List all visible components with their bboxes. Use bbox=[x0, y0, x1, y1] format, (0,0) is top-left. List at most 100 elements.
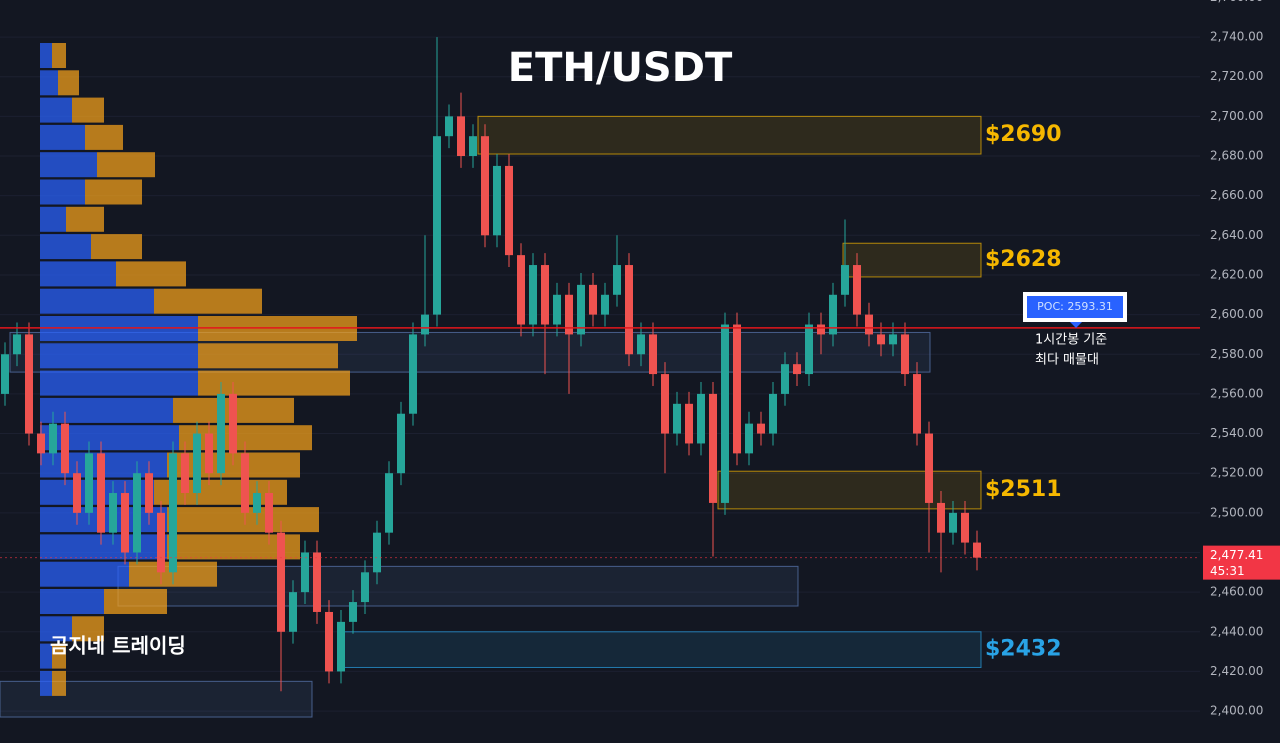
candle-body bbox=[601, 294, 609, 315]
y-tick-label: 2,460.00 bbox=[1210, 585, 1263, 599]
candle-body bbox=[637, 334, 645, 355]
candle-body bbox=[361, 572, 369, 603]
candle-body bbox=[901, 334, 909, 375]
candle-body bbox=[61, 423, 69, 474]
candle-body bbox=[889, 334, 897, 345]
candle-body bbox=[757, 423, 765, 434]
candle-body bbox=[445, 116, 453, 137]
candle-body bbox=[325, 611, 333, 672]
profile-sell bbox=[52, 643, 66, 669]
candle-body bbox=[145, 473, 153, 513]
candle-body bbox=[865, 314, 873, 335]
y-tick-label: 2,600.00 bbox=[1210, 307, 1263, 321]
y-tick-label: 2,540.00 bbox=[1210, 426, 1263, 440]
zone bbox=[842, 242, 982, 278]
candle-body bbox=[961, 512, 969, 543]
candle-body bbox=[25, 334, 33, 434]
candle-body bbox=[313, 552, 321, 612]
candle-body bbox=[925, 433, 933, 503]
candle-body bbox=[397, 413, 405, 474]
annotation: 최다 매물대 bbox=[1035, 353, 1099, 368]
profile-buy bbox=[40, 124, 85, 150]
zone bbox=[117, 565, 799, 607]
profile-buy bbox=[40, 589, 104, 614]
y-tick-label: 2,580.00 bbox=[1210, 347, 1263, 361]
poc-pointer bbox=[1070, 322, 1082, 328]
candle-body bbox=[877, 334, 885, 345]
candle-body bbox=[265, 493, 273, 533]
poc-label: POC: 2593.31 bbox=[1037, 300, 1113, 313]
candle-body bbox=[649, 334, 657, 375]
candle-body bbox=[481, 136, 489, 236]
candle-body bbox=[937, 502, 945, 533]
profile-sell bbox=[52, 43, 66, 68]
countdown: 45:31 bbox=[1210, 564, 1245, 578]
y-tick-label: 2,500.00 bbox=[1210, 505, 1263, 519]
candle-body bbox=[733, 324, 741, 454]
y-tick-label: 2,400.00 bbox=[1210, 704, 1263, 718]
zone-label: $2432 bbox=[985, 637, 1062, 662]
candle-body bbox=[721, 324, 729, 503]
annotation: 1시간봉 기준 bbox=[1035, 333, 1107, 348]
candle-body bbox=[109, 493, 117, 533]
candle-body bbox=[709, 393, 717, 503]
candle-body bbox=[13, 334, 21, 355]
candle-body bbox=[493, 165, 501, 236]
candle-body bbox=[433, 136, 441, 315]
y-tick-label: 2,520.00 bbox=[1210, 466, 1263, 480]
watermark: 곰지네 트레이딩 bbox=[50, 634, 186, 658]
candle-body bbox=[973, 542, 981, 558]
profile-sell bbox=[85, 179, 142, 205]
candle-body bbox=[469, 136, 477, 157]
y-tick-label: 2,700.00 bbox=[1210, 109, 1263, 123]
candle-body bbox=[301, 552, 309, 593]
profile-sell bbox=[85, 124, 123, 150]
candle-body bbox=[805, 324, 813, 375]
candle-body bbox=[133, 473, 141, 553]
candle-body bbox=[841, 265, 849, 295]
profile-sell bbox=[72, 97, 104, 123]
profile-buy bbox=[40, 70, 58, 96]
candle-body bbox=[277, 532, 285, 632]
candle-body bbox=[769, 393, 777, 434]
y-tick-label: 2,440.00 bbox=[1210, 624, 1263, 638]
profile-buy bbox=[40, 616, 72, 642]
profile-buy bbox=[40, 370, 198, 396]
candle-body bbox=[505, 165, 513, 256]
profile-sell bbox=[66, 206, 104, 232]
candle-body bbox=[913, 374, 921, 434]
candle-body bbox=[337, 621, 345, 672]
profile-sell bbox=[154, 288, 262, 314]
candle-body bbox=[529, 265, 537, 325]
profile-sell bbox=[97, 152, 155, 178]
zone-label: $2690 bbox=[985, 122, 1062, 147]
y-tick-label: 2,640.00 bbox=[1210, 228, 1263, 242]
profile-buy bbox=[40, 343, 198, 369]
candle-body bbox=[37, 433, 45, 454]
candle-body bbox=[241, 453, 249, 513]
candle-body bbox=[385, 473, 393, 533]
candle-body bbox=[229, 393, 237, 454]
candle-body bbox=[745, 423, 753, 454]
candle-body bbox=[853, 265, 861, 315]
profile-buy bbox=[40, 288, 154, 314]
candle-body bbox=[553, 294, 561, 325]
profile-sell bbox=[116, 261, 186, 287]
candle-body bbox=[349, 602, 357, 622]
y-tick-label: 2,420.00 bbox=[1210, 664, 1263, 678]
y-tick-label: 2,620.00 bbox=[1210, 267, 1263, 281]
zone bbox=[339, 631, 982, 668]
last-price-label: 2,477.41 bbox=[1210, 548, 1263, 562]
zone bbox=[477, 115, 982, 155]
y-tick-label: 2,680.00 bbox=[1210, 149, 1263, 163]
profile-sell bbox=[198, 343, 338, 369]
profile-sell bbox=[52, 670, 66, 696]
zone-label: $2511 bbox=[985, 477, 1062, 502]
candle-body bbox=[625, 265, 633, 355]
candle-body bbox=[157, 512, 165, 573]
candle-body bbox=[577, 284, 585, 335]
profile-sell bbox=[104, 589, 167, 614]
zone bbox=[717, 470, 982, 510]
y-tick-label: 2,740.00 bbox=[1210, 30, 1263, 44]
